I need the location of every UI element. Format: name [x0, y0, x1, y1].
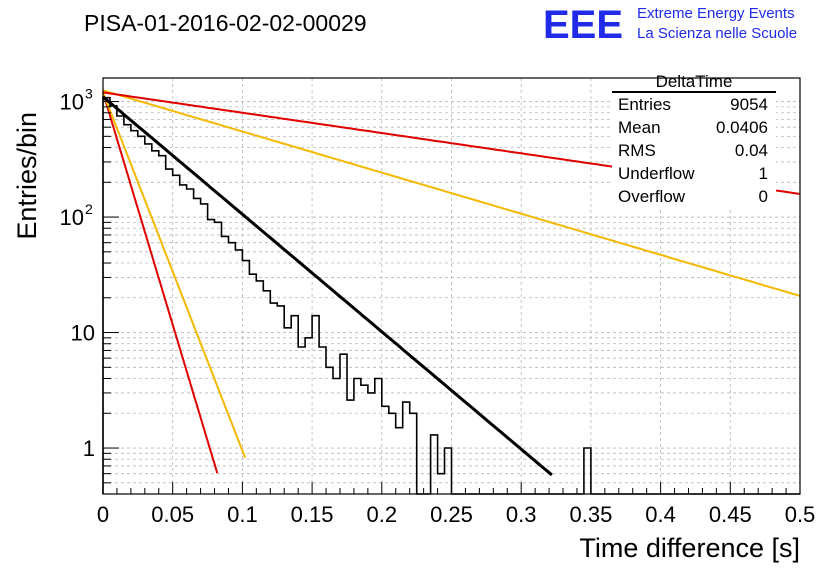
x-tick-label: 0.1	[227, 502, 258, 527]
chart-title: PISA-01-2016-02-02-00029	[84, 10, 367, 36]
y-tick-label-exponent: 2	[85, 201, 93, 217]
stats-label-mean: Mean	[618, 118, 661, 137]
x-tick-label: 0	[97, 502, 109, 527]
tick-labels: 0 0.05 0.1 0.15 0.2 0.25 0.3 0.35 0.4 0.45 0.51101…	[60, 86, 816, 527]
x-tick-label: 0.35	[569, 502, 612, 527]
x-tick-label: 0.2	[367, 502, 398, 527]
stats-value-underflow: 1	[759, 164, 768, 183]
org-name-line1: Extreme Energy Events	[637, 5, 795, 22]
org-name-line2: La Scienza nelle Scuole	[637, 25, 797, 42]
stats-value-overflow: 0	[759, 187, 768, 206]
y-tick-label: 10	[60, 205, 84, 230]
x-tick-label: 0.05	[151, 502, 194, 527]
x-tick-label: 0.15	[291, 502, 334, 527]
exponential-fit-line	[102, 95, 553, 477]
eee-logo: EEE	[543, 3, 623, 47]
stats-box-title: DeltaTime	[656, 72, 733, 91]
stats-label-rms: RMS	[618, 141, 656, 160]
stats-label-underflow: Underflow	[618, 164, 695, 183]
x-tick-label: 0.3	[506, 502, 537, 527]
stats-box: DeltaTime Entries 9054 Mean 0.0406 RMS 0…	[612, 72, 776, 208]
comparison-curve-orange-1	[102, 92, 247, 459]
x-tick-label: 0.25	[430, 502, 473, 527]
x-tick-label: 0.5	[785, 502, 816, 527]
y-tick-label: 10	[71, 321, 95, 346]
stats-label-entries: Entries	[618, 95, 671, 114]
x-axis-label: Time difference [s]	[579, 533, 800, 563]
y-axis-label: Entries/bin	[12, 112, 42, 240]
stats-value-mean: 0.0406	[716, 118, 768, 137]
stats-box-background	[612, 90, 776, 208]
x-tick-label: 0.45	[709, 502, 752, 527]
y-tick-label: 10	[60, 90, 84, 115]
stats-label-overflow: Overflow	[618, 187, 686, 206]
grid	[103, 78, 800, 494]
y-tick-label-exponent: 3	[85, 86, 93, 102]
comparison-curve-orange-2	[102, 89, 801, 297]
fit-curve	[102, 95, 553, 477]
stats-value-entries: 9054	[730, 95, 768, 114]
axis-ticks	[102, 101, 801, 495]
comparison-curve-red-0	[102, 92, 219, 474]
y-tick-label: 1	[83, 436, 95, 461]
stats-value-rms: 0.04	[735, 141, 768, 160]
x-tick-label: 0.4	[645, 502, 676, 527]
